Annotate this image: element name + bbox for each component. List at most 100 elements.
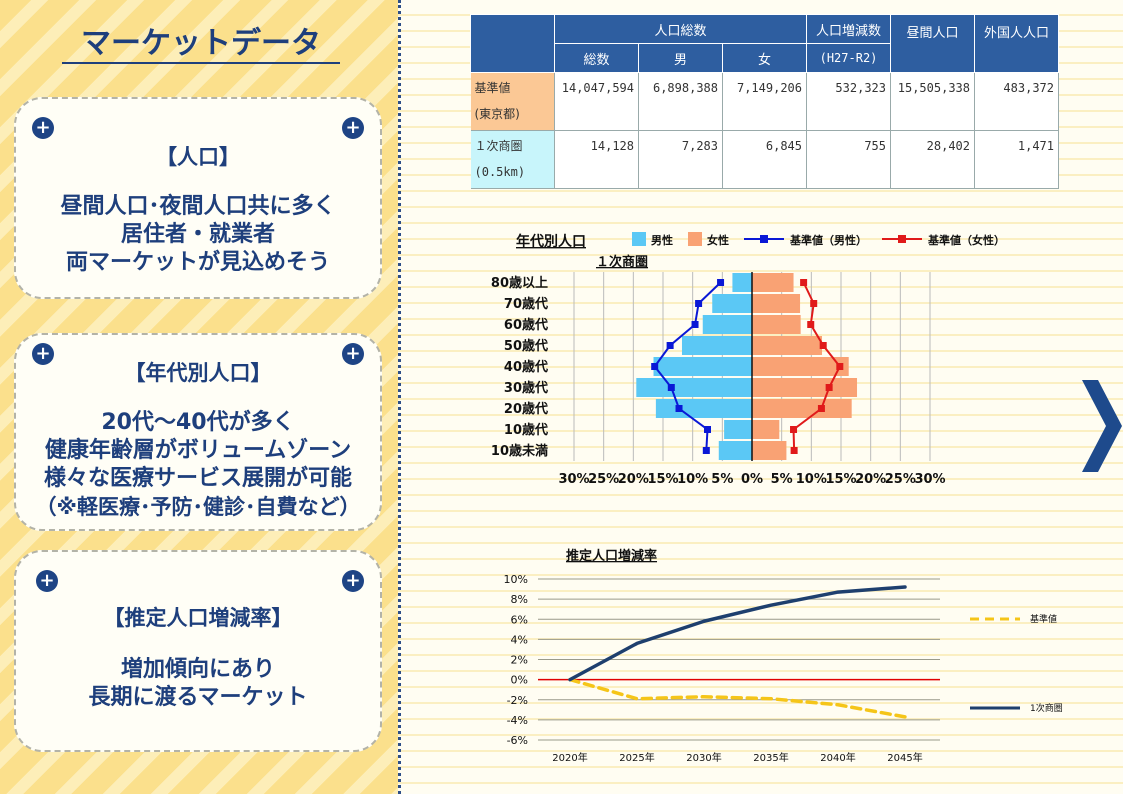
x-tick-label: 25% [588, 472, 619, 487]
reference-point [704, 426, 711, 433]
x-tick-label: 5% [771, 472, 793, 487]
card-line: 健康年齢層がボリュームゾーン [44, 438, 352, 463]
header-change-sub: (H27-R2) [806, 43, 891, 73]
chevron-right-icon[interactable] [1078, 376, 1123, 476]
x-tick-label: 2035年 [753, 751, 788, 764]
category-label: 50歳代 [504, 338, 548, 354]
reference-point [717, 279, 725, 286]
x-tick-label: 15% [825, 472, 856, 487]
y-tick-label: 0% [511, 674, 528, 687]
legend-swatch [688, 232, 702, 246]
bar-male [681, 336, 752, 355]
chart-title: 年代別人口 [516, 233, 586, 250]
card-text: 20代～40代が多く 健康年齢層がボリュームゾーン 様々な医療サービス展開が可能… [16, 409, 380, 521]
reference-point [702, 447, 710, 454]
bar-male [655, 399, 752, 418]
series-line [568, 677, 907, 719]
row-label-sub: (東京都) [474, 107, 520, 121]
bar-female [752, 357, 849, 376]
bar-female [752, 420, 780, 439]
category-label: 10歳代 [504, 422, 548, 438]
card-heading: 【年代別人口】 [124, 361, 272, 385]
x-tick-label: 20% [618, 472, 649, 487]
reference-point [691, 321, 699, 328]
bar-female [752, 273, 794, 292]
population-table: 人口総数 人口増減数 昼間人口 外国人人口 総数 男 女 (H27-R2) 基準… [470, 14, 1059, 189]
reference-point [695, 300, 703, 307]
reference-point [790, 447, 798, 454]
reference-point [667, 384, 675, 391]
card-line: 昼間人口･夜間人口共に多く [60, 194, 336, 219]
card-line: 長期に渡るマーケット [88, 685, 308, 710]
x-tick-label: 10% [677, 472, 708, 487]
plus-circle-icon: + [32, 343, 54, 365]
card-growth-rate: + + 【推定人口増減率】 増加傾向にあり 長期に渡るマーケット [14, 550, 382, 752]
reference-point [810, 300, 818, 307]
reference-point [800, 279, 808, 286]
bar-female [752, 294, 801, 313]
header-population-total: 人口総数 [554, 14, 807, 44]
y-tick-label: 10% [504, 573, 528, 586]
bar-male [653, 357, 752, 376]
reference-point [675, 405, 683, 412]
plus-circle-icon: + [342, 343, 364, 365]
y-tick-label: -4% [507, 714, 528, 727]
bar-female [752, 336, 823, 355]
legend-label: 男性 [651, 233, 673, 247]
divider [398, 0, 401, 794]
bar-male [702, 315, 752, 334]
card-line: 20代～40代が多く [101, 410, 295, 435]
x-tick-label: 2030年 [686, 751, 721, 764]
age-pyramid-chart: 30%25%20%15%10% 5% 0% 5% 10%15%20%25%30%年代別人… [491, 232, 1005, 487]
x-tick-label: 10% [796, 472, 827, 487]
card-heading: 【人口】 [156, 145, 240, 169]
plus-circle-icon: + [342, 117, 364, 139]
cell-change: 755 [806, 130, 891, 189]
category-label: 30歳代 [504, 380, 548, 396]
cell-female: 7,149,206 [722, 72, 807, 131]
reference-point [836, 363, 844, 370]
legend-label: 基準値 [1030, 613, 1057, 625]
legend-swatch [632, 232, 646, 246]
row-label: 基準値 (東京都) [470, 72, 555, 131]
y-tick-label: 2% [511, 654, 528, 667]
reference-point [817, 405, 825, 412]
x-tick-label: 30% [558, 472, 589, 487]
x-tick-label: 20% [855, 472, 886, 487]
reference-point [807, 321, 815, 328]
x-tick-label: 2020年 [552, 751, 587, 764]
card-age-population: + + 【年代別人口】 20代～40代が多く 健康年齢層がボリュームゾーン 様々… [14, 333, 382, 531]
row-label-main: １次商圏 [474, 139, 523, 153]
category-label: 20歳代 [504, 401, 548, 417]
x-tick-label: 30% [914, 472, 945, 487]
table-corner [470, 14, 555, 73]
card-text: 昼間人口･夜間人口共に多く 居住者・就業者 両マーケットが見込めそう [16, 193, 380, 277]
category-label: 40歳代 [504, 359, 548, 375]
table-row: １次商圏 (0.5km) 14,128 7,283 6,845 755 28,4… [470, 130, 1059, 189]
reference-point [651, 363, 659, 370]
bar-male [636, 378, 752, 397]
chart-title: 推定人口増減率 [566, 548, 657, 564]
header-foreign: 外国人人口 [974, 14, 1059, 73]
x-tick-label: 0% [741, 472, 763, 487]
legend-marker [898, 235, 906, 243]
bar-female [752, 315, 801, 334]
category-label: 10歳未満 [491, 443, 548, 459]
cell-daytime: 15,505,338 [890, 72, 975, 131]
legend-marker [760, 235, 768, 243]
category-label: 70歳代 [504, 296, 548, 312]
header-change: 人口増減数 [806, 14, 891, 44]
cell-male: 6,898,388 [638, 72, 723, 131]
bar-female [752, 441, 787, 460]
x-tick-label: 15% [647, 472, 678, 487]
y-tick-label: 6% [511, 613, 528, 626]
cell-total: 14,047,594 [554, 72, 639, 131]
y-tick-label: -6% [507, 734, 528, 747]
chart-subtitle: １次商圏 [596, 254, 648, 270]
cell-foreign: 1,471 [974, 130, 1059, 189]
y-tick-label: 4% [511, 633, 528, 646]
series-line [568, 585, 907, 682]
legend-label: 女性 [707, 233, 729, 247]
cell-change: 532,323 [806, 72, 891, 131]
card-population: + + 【人口】 昼間人口･夜間人口共に多く 居住者・就業者 両マーケットが見込… [14, 97, 382, 299]
